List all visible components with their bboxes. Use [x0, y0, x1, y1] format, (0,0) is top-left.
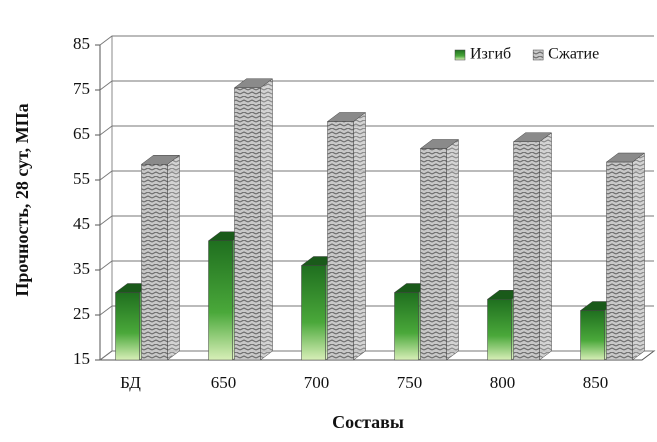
y-tick-label: 75 [73, 79, 90, 98]
grid-line [99, 125, 654, 136]
bar-top [512, 132, 553, 142]
x-tick-label: 650 [211, 373, 237, 392]
x-tick-label: 700 [304, 373, 330, 392]
y-tick-label: 55 [73, 169, 90, 188]
y-tick-label: 45 [73, 214, 90, 233]
bar-top [233, 78, 274, 88]
x-axis-title: Составы [332, 412, 404, 432]
bar-front [606, 161, 633, 361]
bar-front [580, 310, 605, 361]
legend-swatch [454, 49, 466, 61]
x-tick-label: 750 [397, 373, 423, 392]
bar-front [487, 299, 512, 361]
bar-front [234, 87, 261, 361]
bar [140, 154, 181, 361]
grid-line [99, 80, 654, 91]
bar-side [353, 112, 366, 361]
grid-line [99, 215, 654, 226]
bar-side [167, 154, 180, 361]
bar-side [539, 132, 552, 361]
grid-line [99, 305, 654, 316]
legend-swatch [532, 49, 544, 61]
grid-line [99, 350, 654, 361]
bar-front [513, 141, 540, 361]
grid-line [99, 170, 654, 181]
bar-side [632, 152, 645, 361]
y-tick-label: 85 [73, 34, 90, 53]
grid-line [99, 260, 654, 271]
y-tick-label: 35 [73, 259, 90, 278]
bar-side [260, 78, 273, 361]
bar-top [326, 112, 367, 122]
bar-top [605, 152, 646, 163]
bar-front [115, 292, 140, 361]
bar [233, 78, 274, 361]
bar-front [208, 240, 233, 361]
legend-label: Сжатие [548, 46, 599, 63]
y-tick-label: 65 [73, 124, 90, 143]
bar [419, 139, 460, 361]
bar-top [419, 139, 460, 149]
bar-front [420, 148, 447, 361]
bar-front [327, 121, 354, 361]
y-tick-label: 15 [73, 349, 90, 368]
bar [326, 112, 367, 361]
bar-front [301, 265, 326, 361]
bar-side [446, 139, 459, 361]
bar-top [140, 155, 181, 165]
bar-front [394, 292, 419, 361]
x-tick-label: 800 [490, 373, 516, 392]
bar-front [141, 164, 168, 361]
y-axis-title: Прочность, 28 сут, МПа [12, 103, 32, 296]
bar [512, 132, 553, 361]
x-tick-label: 850 [583, 373, 609, 392]
bar [605, 152, 646, 361]
x-tick-label: БД [120, 373, 141, 392]
legend-label: Изгиб [470, 46, 511, 63]
grid-line [99, 35, 654, 46]
y-tick-label: 25 [73, 304, 90, 323]
